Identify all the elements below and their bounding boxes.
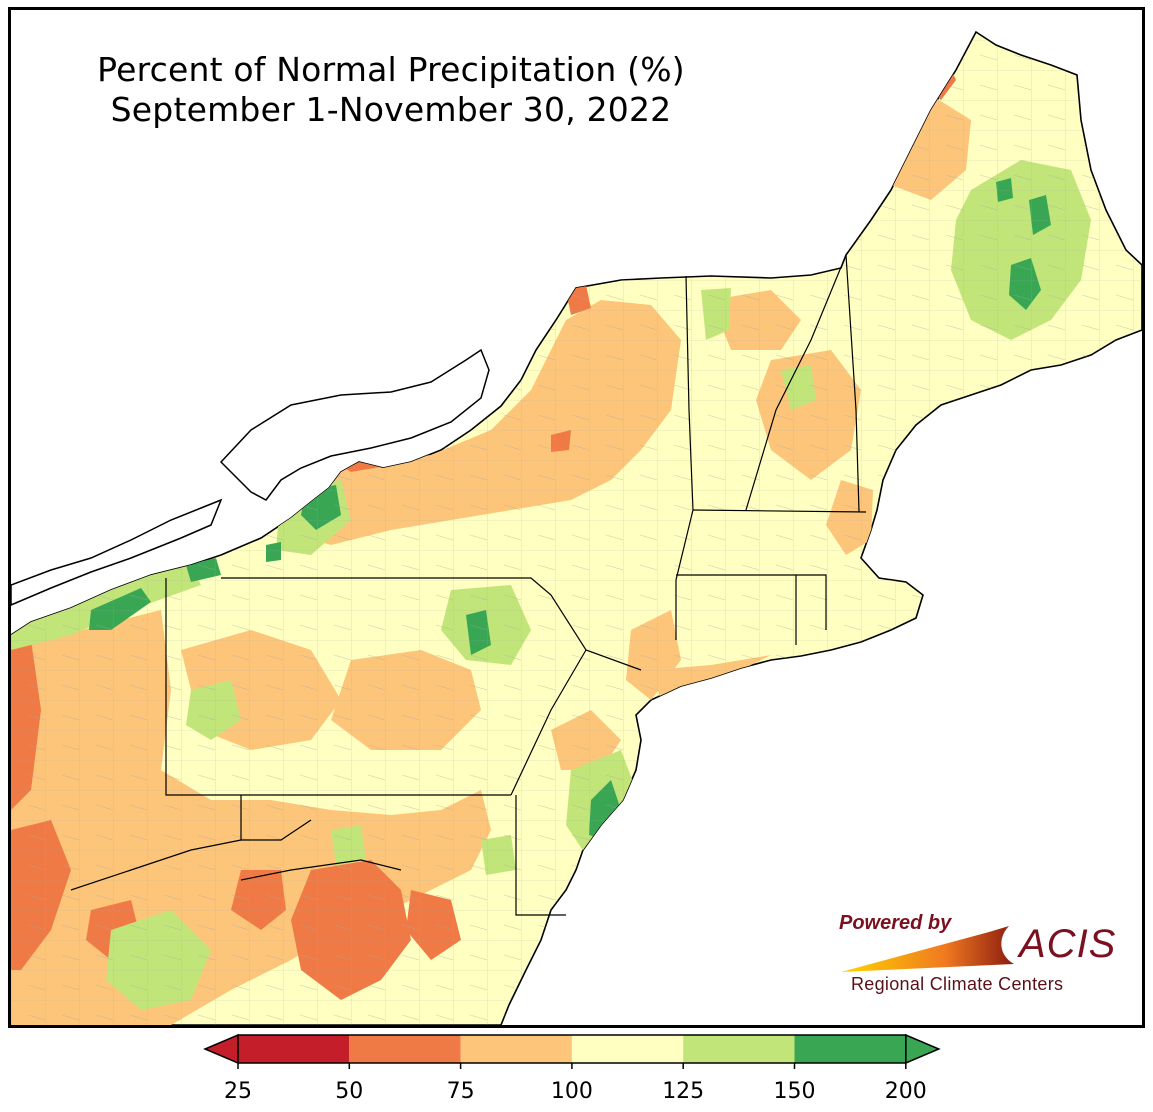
legend-extend-high xyxy=(905,1033,941,1065)
color-legend xyxy=(203,1033,941,1069)
legend-tick-label-50: 50 xyxy=(335,1079,364,1104)
legend-bin-2 xyxy=(460,1035,572,1063)
map-frame: Percent of Normal Precipitation (%) Sept… xyxy=(8,7,1145,1028)
state-borders xyxy=(70,254,867,916)
legend-tick-label-25: 25 xyxy=(224,1079,252,1104)
legend-tick-label-75: 75 xyxy=(446,1079,475,1104)
legend-extend-low xyxy=(203,1033,239,1065)
legend-bin-0 xyxy=(238,1035,350,1063)
legend-tick-label-150: 150 xyxy=(773,1079,816,1104)
legend-tick-label-200: 200 xyxy=(884,1079,927,1104)
acis-name: ACIS xyxy=(1019,922,1117,966)
legend-tick-label-100: 100 xyxy=(550,1079,593,1104)
lake-ontario xyxy=(219,348,490,501)
lakes xyxy=(11,348,490,606)
lake-erie xyxy=(11,498,223,606)
legend-bin-4 xyxy=(683,1035,795,1063)
precipitation-map xyxy=(11,30,1142,1025)
map-title-line-2: September 1-November 30, 2022 xyxy=(110,90,672,129)
acis-logo: Powered by ACIS Regional Climate Centers xyxy=(839,910,1129,1000)
acis-regional-climate-centers: Regional Climate Centers xyxy=(851,974,1064,994)
legend-bin-5 xyxy=(794,1035,906,1063)
acis-powered-by: Powered by xyxy=(839,912,952,934)
legend-bin-3 xyxy=(571,1035,684,1063)
legend-bin-1 xyxy=(349,1035,461,1063)
map-title-line-1: Percent of Normal Precipitation (%) xyxy=(97,50,685,89)
acis-swoosh-icon xyxy=(841,926,1014,972)
legend-tick-label-125: 125 xyxy=(662,1079,705,1104)
